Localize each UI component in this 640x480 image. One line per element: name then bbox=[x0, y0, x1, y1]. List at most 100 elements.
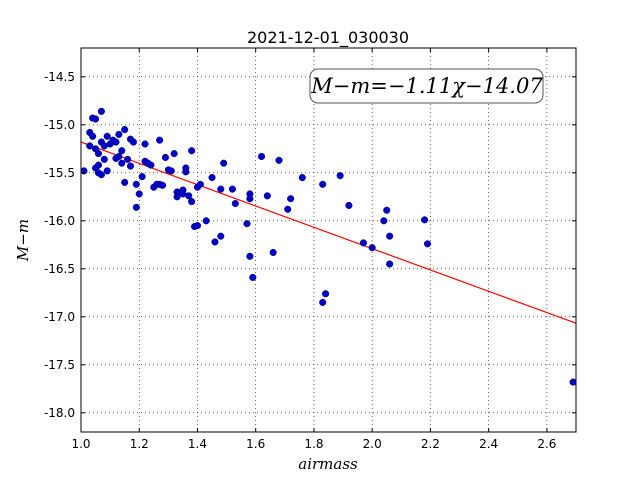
data-point bbox=[345, 201, 353, 209]
data-point bbox=[211, 238, 219, 246]
y-tick-label: -16.5 bbox=[44, 262, 75, 276]
data-point bbox=[118, 147, 126, 155]
x-axis-label: airmass bbox=[298, 455, 358, 473]
data-point bbox=[269, 248, 277, 257]
data-point bbox=[115, 130, 123, 138]
data-point bbox=[202, 217, 210, 225]
data-point bbox=[97, 107, 105, 115]
data-point bbox=[217, 185, 225, 193]
data-point bbox=[284, 205, 292, 213]
grid bbox=[80, 48, 576, 432]
data-point bbox=[115, 152, 123, 161]
data-point bbox=[173, 193, 181, 201]
data-point bbox=[386, 232, 394, 240]
data-point bbox=[319, 298, 327, 306]
data-point bbox=[103, 167, 111, 175]
data-point bbox=[103, 132, 111, 140]
data-point bbox=[167, 167, 175, 175]
data-point bbox=[100, 155, 108, 163]
y-tick-label: -16.0 bbox=[44, 214, 75, 228]
fit-equation-annotation: M−m=−1.11χ−14.07 bbox=[310, 74, 543, 98]
data-point bbox=[94, 150, 103, 158]
data-point bbox=[129, 138, 137, 146]
data-point bbox=[141, 140, 149, 148]
data-point bbox=[246, 252, 254, 260]
data-point bbox=[132, 203, 140, 211]
chart-title: 2021-12-01_030030 bbox=[247, 28, 409, 48]
data-point bbox=[368, 244, 376, 252]
plot-frame bbox=[80, 47, 577, 433]
data-point bbox=[298, 174, 306, 182]
data-point bbox=[156, 136, 164, 144]
data-point bbox=[121, 178, 129, 186]
data-point bbox=[383, 206, 391, 214]
data-point bbox=[121, 126, 129, 134]
data-point bbox=[208, 174, 216, 182]
data-point bbox=[421, 216, 429, 224]
x-tick-label: 1.0 bbox=[71, 437, 90, 451]
fit-line-layer bbox=[80, 141, 577, 324]
data-point bbox=[359, 239, 367, 247]
data-point bbox=[135, 190, 143, 198]
data-points bbox=[80, 107, 577, 386]
y-axis-label: M−m bbox=[14, 219, 32, 262]
x-tick-label: 2.2 bbox=[421, 437, 440, 451]
data-point bbox=[249, 273, 257, 281]
axis-ticks: 1.0 1.2 1.4 1.6 1.8 2.0 2.2 2.4 2.6 -14.5 -15.0 -15… bbox=[44, 48, 576, 451]
data-point bbox=[188, 147, 196, 155]
data-point bbox=[217, 232, 225, 240]
y-tick-label: -18.0 bbox=[44, 406, 75, 420]
data-point bbox=[257, 152, 266, 161]
y-tick-label: -17.0 bbox=[44, 310, 75, 324]
data-point bbox=[322, 290, 330, 298]
fit-line bbox=[80, 141, 577, 324]
data-point bbox=[89, 132, 97, 140]
y-tick-label: -14.5 bbox=[44, 70, 75, 84]
data-point bbox=[380, 217, 388, 225]
data-point bbox=[185, 192, 193, 200]
data-point bbox=[275, 156, 283, 164]
data-point bbox=[243, 220, 251, 228]
data-point bbox=[228, 185, 236, 193]
x-tick-label: 1.2 bbox=[130, 437, 149, 451]
data-point bbox=[231, 199, 239, 208]
data-point bbox=[423, 240, 432, 248]
data-point bbox=[124, 155, 132, 163]
data-point bbox=[220, 159, 228, 167]
data-point bbox=[132, 180, 140, 188]
data-point bbox=[196, 180, 204, 188]
x-tick-label: 1.6 bbox=[246, 437, 265, 451]
y-tick-label: -15.5 bbox=[44, 166, 75, 180]
data-point bbox=[263, 192, 271, 200]
data-point bbox=[138, 173, 146, 181]
data-point bbox=[112, 138, 120, 146]
data-point bbox=[126, 162, 135, 170]
data-point bbox=[319, 180, 327, 188]
y-tick-label: -15.0 bbox=[44, 118, 75, 132]
data-point bbox=[118, 159, 126, 167]
data-point bbox=[94, 161, 103, 169]
data-point bbox=[188, 198, 196, 206]
annotation-box bbox=[309, 68, 544, 104]
data-point bbox=[569, 378, 577, 386]
data-point bbox=[170, 150, 178, 158]
data-point bbox=[182, 168, 190, 176]
data-point bbox=[287, 195, 295, 203]
x-tick-label: 1.8 bbox=[304, 437, 323, 451]
x-tick-label: 2.6 bbox=[537, 437, 556, 451]
data-point bbox=[86, 142, 94, 150]
data-point bbox=[193, 222, 202, 230]
data-point bbox=[336, 172, 344, 180]
data-point bbox=[147, 161, 155, 169]
data-point bbox=[386, 260, 394, 268]
x-tick-label: 1.4 bbox=[188, 437, 207, 451]
data-point bbox=[246, 195, 254, 203]
x-tick-label: 2.4 bbox=[479, 437, 498, 451]
data-point bbox=[158, 181, 167, 189]
y-tick-label: -17.5 bbox=[44, 358, 75, 372]
x-tick-label: 2.0 bbox=[363, 437, 382, 451]
data-point bbox=[92, 115, 100, 123]
data-point bbox=[97, 171, 105, 179]
data-point bbox=[161, 153, 169, 161]
